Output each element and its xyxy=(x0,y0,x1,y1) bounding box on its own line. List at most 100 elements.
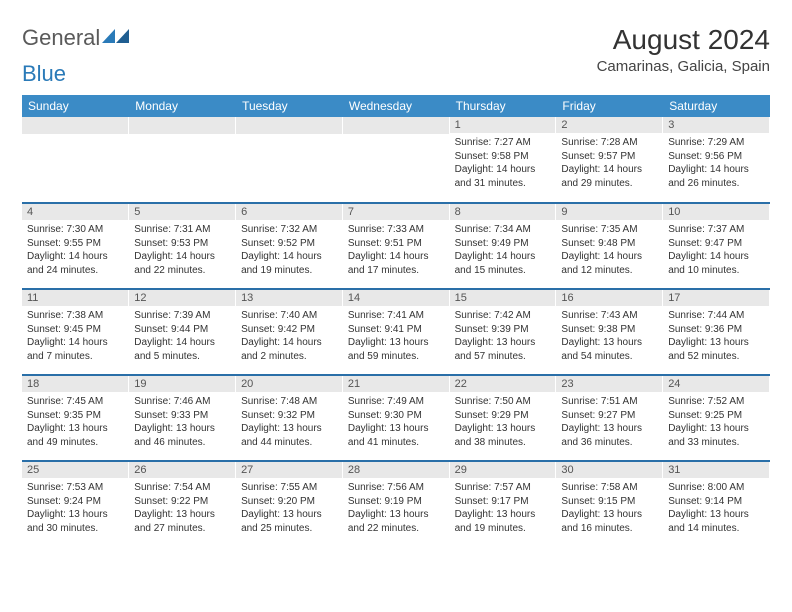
sunset-row: Sunset: 9:58 PM xyxy=(455,150,551,164)
weekday-header: Friday xyxy=(556,95,663,117)
day-details: Sunrise: 7:56 AMSunset: 9:19 PMDaylight:… xyxy=(343,478,449,539)
day-number: 26 xyxy=(129,462,235,478)
daylight-row: Daylight: 13 hours and 30 minutes. xyxy=(27,508,123,535)
day-details: Sunrise: 7:31 AMSunset: 9:53 PMDaylight:… xyxy=(129,220,235,281)
day-details: Sunrise: 7:38 AMSunset: 9:45 PMDaylight:… xyxy=(22,306,128,367)
daylight-row: Daylight: 13 hours and 22 minutes. xyxy=(348,508,444,535)
day-number: 1 xyxy=(450,117,556,133)
calendar-day-cell: 26Sunrise: 7:54 AMSunset: 9:22 PMDayligh… xyxy=(129,461,236,547)
day-details: Sunrise: 7:48 AMSunset: 9:32 PMDaylight:… xyxy=(236,392,342,453)
calendar-day-cell: 11Sunrise: 7:38 AMSunset: 9:45 PMDayligh… xyxy=(22,289,129,375)
daylight-row: Daylight: 14 hours and 10 minutes. xyxy=(668,250,764,277)
sunrise-row: Sunrise: 7:41 AM xyxy=(348,309,444,323)
calendar-day-cell xyxy=(22,117,129,203)
weekday-header: Saturday xyxy=(663,95,770,117)
sunset-row: Sunset: 9:36 PM xyxy=(668,323,764,337)
sunset-row: Sunset: 9:30 PM xyxy=(348,409,444,423)
daylight-row: Daylight: 14 hours and 31 minutes. xyxy=(455,163,551,190)
sunset-row: Sunset: 9:42 PM xyxy=(241,323,337,337)
day-details: Sunrise: 7:46 AMSunset: 9:33 PMDaylight:… xyxy=(129,392,235,453)
title-block: August 2024 Camarinas, Galicia, Spain xyxy=(597,24,770,75)
day-details: Sunrise: 7:33 AMSunset: 9:51 PMDaylight:… xyxy=(343,220,449,281)
day-number: 24 xyxy=(663,376,769,392)
day-number: 19 xyxy=(129,376,235,392)
day-details: Sunrise: 7:54 AMSunset: 9:22 PMDaylight:… xyxy=(129,478,235,539)
day-details: Sunrise: 7:49 AMSunset: 9:30 PMDaylight:… xyxy=(343,392,449,453)
calendar-day-cell: 25Sunrise: 7:53 AMSunset: 9:24 PMDayligh… xyxy=(22,461,129,547)
daylight-row: Daylight: 14 hours and 29 minutes. xyxy=(561,163,657,190)
calendar-day-cell: 8Sunrise: 7:34 AMSunset: 9:49 PMDaylight… xyxy=(449,203,556,289)
day-number-empty xyxy=(236,117,342,134)
day-details: Sunrise: 7:29 AMSunset: 9:56 PMDaylight:… xyxy=(663,133,769,194)
daylight-row: Daylight: 14 hours and 2 minutes. xyxy=(241,336,337,363)
sunrise-row: Sunrise: 7:37 AM xyxy=(668,223,764,237)
day-number: 18 xyxy=(22,376,128,392)
day-number-empty xyxy=(22,117,128,134)
day-details: Sunrise: 7:27 AMSunset: 9:58 PMDaylight:… xyxy=(450,133,556,194)
calendar-day-cell: 9Sunrise: 7:35 AMSunset: 9:48 PMDaylight… xyxy=(556,203,663,289)
sunrise-row: Sunrise: 7:40 AM xyxy=(241,309,337,323)
day-details: Sunrise: 7:40 AMSunset: 9:42 PMDaylight:… xyxy=(236,306,342,367)
calendar-day-cell: 27Sunrise: 7:55 AMSunset: 9:20 PMDayligh… xyxy=(236,461,343,547)
calendar-day-cell: 10Sunrise: 7:37 AMSunset: 9:47 PMDayligh… xyxy=(663,203,770,289)
daylight-row: Daylight: 14 hours and 26 minutes. xyxy=(668,163,764,190)
daylight-row: Daylight: 13 hours and 14 minutes. xyxy=(668,508,764,535)
sunset-row: Sunset: 9:24 PM xyxy=(27,495,123,509)
calendar-week-row: 4Sunrise: 7:30 AMSunset: 9:55 PMDaylight… xyxy=(22,203,770,289)
sunset-row: Sunset: 9:38 PM xyxy=(561,323,657,337)
day-details: Sunrise: 7:55 AMSunset: 9:20 PMDaylight:… xyxy=(236,478,342,539)
daylight-row: Daylight: 13 hours and 41 minutes. xyxy=(348,422,444,449)
sunset-row: Sunset: 9:17 PM xyxy=(455,495,551,509)
day-details: Sunrise: 7:42 AMSunset: 9:39 PMDaylight:… xyxy=(450,306,556,367)
calendar-week-row: 11Sunrise: 7:38 AMSunset: 9:45 PMDayligh… xyxy=(22,289,770,375)
calendar-day-cell: 16Sunrise: 7:43 AMSunset: 9:38 PMDayligh… xyxy=(556,289,663,375)
day-details: Sunrise: 7:30 AMSunset: 9:55 PMDaylight:… xyxy=(22,220,128,281)
sunrise-row: Sunrise: 7:29 AM xyxy=(668,136,764,150)
day-number: 10 xyxy=(663,204,769,220)
sunrise-row: Sunrise: 7:45 AM xyxy=(27,395,123,409)
sunrise-row: Sunrise: 7:27 AM xyxy=(455,136,551,150)
calendar-day-cell: 23Sunrise: 7:51 AMSunset: 9:27 PMDayligh… xyxy=(556,375,663,461)
weekday-header: Sunday xyxy=(22,95,129,117)
calendar-day-cell: 6Sunrise: 7:32 AMSunset: 9:52 PMDaylight… xyxy=(236,203,343,289)
sunset-row: Sunset: 9:44 PM xyxy=(134,323,230,337)
calendar-table: Sunday Monday Tuesday Wednesday Thursday… xyxy=(22,95,770,547)
brand-mark-icon xyxy=(102,24,130,50)
calendar-day-cell: 12Sunrise: 7:39 AMSunset: 9:44 PMDayligh… xyxy=(129,289,236,375)
calendar-day-cell: 5Sunrise: 7:31 AMSunset: 9:53 PMDaylight… xyxy=(129,203,236,289)
day-number: 8 xyxy=(450,204,556,220)
weekday-header-row: Sunday Monday Tuesday Wednesday Thursday… xyxy=(22,95,770,117)
daylight-row: Daylight: 13 hours and 49 minutes. xyxy=(27,422,123,449)
brand-logo: General xyxy=(22,24,130,52)
sunset-row: Sunset: 9:33 PM xyxy=(134,409,230,423)
day-number: 14 xyxy=(343,290,449,306)
sunrise-row: Sunrise: 7:50 AM xyxy=(455,395,551,409)
sunset-row: Sunset: 9:15 PM xyxy=(561,495,657,509)
day-number: 28 xyxy=(343,462,449,478)
calendar-day-cell: 19Sunrise: 7:46 AMSunset: 9:33 PMDayligh… xyxy=(129,375,236,461)
calendar-day-cell: 1Sunrise: 7:27 AMSunset: 9:58 PMDaylight… xyxy=(449,117,556,203)
day-details: Sunrise: 7:44 AMSunset: 9:36 PMDaylight:… xyxy=(663,306,769,367)
day-number: 3 xyxy=(663,117,769,133)
daylight-row: Daylight: 14 hours and 5 minutes. xyxy=(134,336,230,363)
day-details: Sunrise: 7:37 AMSunset: 9:47 PMDaylight:… xyxy=(663,220,769,281)
calendar-day-cell: 28Sunrise: 7:56 AMSunset: 9:19 PMDayligh… xyxy=(342,461,449,547)
sunset-row: Sunset: 9:39 PM xyxy=(455,323,551,337)
day-number: 15 xyxy=(450,290,556,306)
sunset-row: Sunset: 9:35 PM xyxy=(27,409,123,423)
day-number: 4 xyxy=(22,204,128,220)
day-details: Sunrise: 7:53 AMSunset: 9:24 PMDaylight:… xyxy=(22,478,128,539)
sunrise-row: Sunrise: 7:28 AM xyxy=(561,136,657,150)
daylight-row: Daylight: 13 hours and 38 minutes. xyxy=(455,422,551,449)
sunset-row: Sunset: 9:41 PM xyxy=(348,323,444,337)
day-details: Sunrise: 8:00 AMSunset: 9:14 PMDaylight:… xyxy=(663,478,769,539)
brand-part1: General xyxy=(22,25,100,51)
sunrise-row: Sunrise: 7:44 AM xyxy=(668,309,764,323)
sunset-row: Sunset: 9:27 PM xyxy=(561,409,657,423)
daylight-row: Daylight: 13 hours and 59 minutes. xyxy=(348,336,444,363)
calendar-day-cell: 21Sunrise: 7:49 AMSunset: 9:30 PMDayligh… xyxy=(342,375,449,461)
sunrise-row: Sunrise: 7:34 AM xyxy=(455,223,551,237)
sunrise-row: Sunrise: 7:48 AM xyxy=(241,395,337,409)
day-number: 27 xyxy=(236,462,342,478)
sunset-row: Sunset: 9:52 PM xyxy=(241,237,337,251)
